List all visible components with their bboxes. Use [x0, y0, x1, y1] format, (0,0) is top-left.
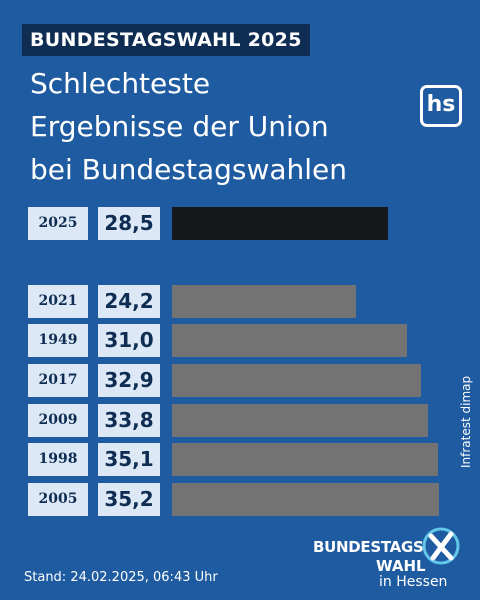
year-label: 2021	[28, 285, 88, 318]
value-label: 35,2	[98, 483, 160, 516]
bar	[172, 483, 439, 516]
highlight-bar	[172, 207, 388, 240]
source-label: Infratest dimap	[459, 375, 473, 468]
bar	[172, 285, 356, 318]
checkmark-x-icon	[422, 527, 460, 565]
kicker-label: BUNDESTAGSWAHL 2025	[22, 24, 310, 56]
value-label: 31,0	[98, 324, 160, 357]
year-label: 2025	[28, 207, 88, 240]
badge-line-2: WAHL	[376, 557, 426, 575]
value-label: 24,2	[98, 285, 160, 318]
bar	[172, 324, 407, 357]
title-line-2: Ergebnisse der Union	[30, 110, 329, 143]
value-label: 28,5	[98, 207, 160, 240]
year-label: 2005	[28, 483, 88, 516]
value-label: 33,8	[98, 404, 160, 437]
value-label: 35,1	[98, 443, 160, 476]
bar	[172, 404, 428, 437]
year-label: 2009	[28, 404, 88, 437]
chart-title: Schlechteste Ergebnisse der Union bei Bu…	[30, 62, 410, 191]
year-label: 2017	[28, 364, 88, 397]
bar	[172, 364, 421, 397]
title-line-1: Schlechteste	[30, 67, 211, 100]
badge-line-3: in Hessen	[379, 574, 448, 590]
bar	[172, 443, 438, 476]
timestamp: Stand: 24.02.2025, 06:43 Uhr	[24, 570, 218, 585]
year-label: 1949	[28, 324, 88, 357]
hs-logo: hs	[420, 85, 462, 127]
year-label: 1998	[28, 443, 88, 476]
title-line-3: bei Bundestagswahlen	[30, 153, 348, 186]
election-badge: BUNDESTAGS WAHL in Hessen	[313, 524, 468, 590]
badge-line-1: BUNDESTAGS	[313, 538, 424, 556]
value-label: 32,9	[98, 364, 160, 397]
